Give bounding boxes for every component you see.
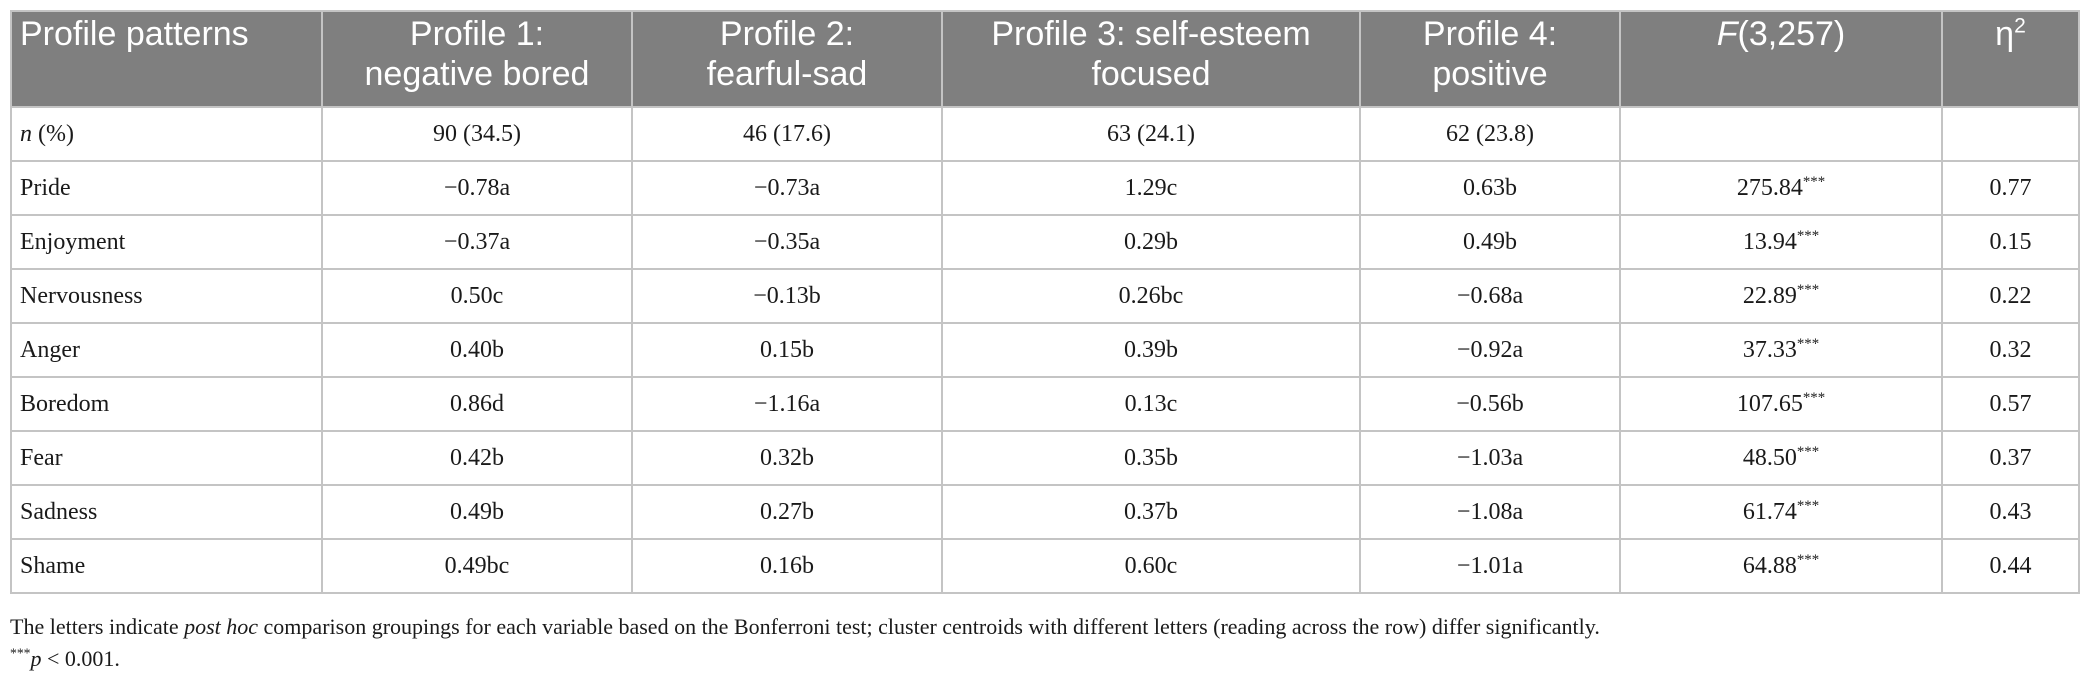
cell-f-value: 48.50*** bbox=[1619, 430, 1943, 486]
cell-f-value: 37.33*** bbox=[1619, 322, 1943, 378]
cell-profile-3: 0.29b bbox=[941, 214, 1361, 270]
cell-f-value: 64.88*** bbox=[1619, 538, 1943, 594]
table-row: Anger 0.40b 0.15b 0.39b −0.92a 37.33*** … bbox=[10, 322, 2080, 378]
cell-f-value: 275.84*** bbox=[1619, 160, 1943, 216]
cell-eta-value: 0.22 bbox=[1941, 268, 2080, 324]
cell-profile-2: 0.15b bbox=[631, 322, 943, 378]
cell-profile-3: 0.13c bbox=[941, 376, 1361, 432]
results-table-container: Profile patterns Profile 1: negative bore… bbox=[10, 10, 2080, 594]
cell-n-profile-3: 63 (24.1) bbox=[941, 106, 1361, 162]
header-row: Profile patterns Profile 1: negative bore… bbox=[10, 10, 2080, 108]
cell-profile-1: −0.37a bbox=[321, 214, 633, 270]
header-f-statistic: F(3,257) bbox=[1619, 10, 1943, 108]
cell-profile-3: 1.29c bbox=[941, 160, 1361, 216]
cell-profile-2: −1.16a bbox=[631, 376, 943, 432]
row-label: Fear bbox=[10, 430, 323, 486]
cell-profile-4: −1.01a bbox=[1359, 538, 1621, 594]
table-row: Fear 0.42b 0.32b 0.35b −1.03a 48.50*** 0… bbox=[10, 430, 2080, 486]
row-label: Nervousness bbox=[10, 268, 323, 324]
table-row: Boredom 0.86d −1.16a 0.13c −0.56b 107.65… bbox=[10, 376, 2080, 432]
row-label: Anger bbox=[10, 322, 323, 378]
cell-profile-3: 0.39b bbox=[941, 322, 1361, 378]
row-label: Sadness bbox=[10, 484, 323, 540]
cell-eta-value: 0.37 bbox=[1941, 430, 2080, 486]
row-label: Boredom bbox=[10, 376, 323, 432]
cell-eta-value: 0.15 bbox=[1941, 214, 2080, 270]
cell-n-profile-2: 46 (17.6) bbox=[631, 106, 943, 162]
cell-eta-value: 0.43 bbox=[1941, 484, 2080, 540]
cell-profile-3: 0.26bc bbox=[941, 268, 1361, 324]
row-label: Shame bbox=[10, 538, 323, 594]
cell-f-value: 13.94*** bbox=[1619, 214, 1943, 270]
cell-profile-1: 0.49bc bbox=[321, 538, 633, 594]
cell-profile-4: −0.92a bbox=[1359, 322, 1621, 378]
table-row: Pride −0.78a −0.73a 1.29c 0.63b 275.84**… bbox=[10, 160, 2080, 216]
cell-profile-2: 0.32b bbox=[631, 430, 943, 486]
cell-profile-4: −0.56b bbox=[1359, 376, 1621, 432]
cell-profile-2: 0.27b bbox=[631, 484, 943, 540]
table-row: Sadness 0.49b 0.27b 0.37b −1.08a 61.74**… bbox=[10, 484, 2080, 540]
cell-profile-2: −0.35a bbox=[631, 214, 943, 270]
cell-profile-2: −0.73a bbox=[631, 160, 943, 216]
profile-patterns-table: Profile patterns Profile 1: negative bore… bbox=[10, 10, 2080, 594]
cell-profile-4: −1.03a bbox=[1359, 430, 1621, 486]
cell-profile-2: −0.13b bbox=[631, 268, 943, 324]
cell-n-f bbox=[1619, 106, 1943, 162]
cell-f-value: 22.89*** bbox=[1619, 268, 1943, 324]
table-footnote-letters: The letters indicate post hoc comparison… bbox=[10, 614, 1600, 639]
cell-profile-3: 0.35b bbox=[941, 430, 1361, 486]
cell-f-value: 61.74*** bbox=[1619, 484, 1943, 540]
table-row-n: n (%) 90 (34.5) 46 (17.6) 63 (24.1) 62 (… bbox=[10, 106, 2080, 162]
row-label: Pride bbox=[10, 160, 323, 216]
cell-profile-1: 0.40b bbox=[321, 322, 633, 378]
cell-n-profile-1: 90 (34.5) bbox=[321, 106, 633, 162]
header-eta-squared: η2 bbox=[1941, 10, 2080, 108]
cell-profile-1: 0.49b bbox=[321, 484, 633, 540]
header-profile-1: Profile 1: negative bored bbox=[321, 10, 633, 108]
table-footnote-significance: ***p < 0.001. bbox=[10, 645, 120, 671]
header-profile-2: Profile 2: fearful-sad bbox=[631, 10, 943, 108]
cell-eta-value: 0.32 bbox=[1941, 322, 2080, 378]
cell-profile-1: −0.78a bbox=[321, 160, 633, 216]
table-row: Enjoyment −0.37a −0.35a 0.29b 0.49b 13.9… bbox=[10, 214, 2080, 270]
cell-profile-4: −0.68a bbox=[1359, 268, 1621, 324]
cell-f-value: 107.65*** bbox=[1619, 376, 1943, 432]
header-profile-3: Profile 3: self-esteem focused bbox=[941, 10, 1361, 108]
header-profile-4: Profile 4: positive bbox=[1359, 10, 1621, 108]
cell-profile-1: 0.50c bbox=[321, 268, 633, 324]
row-label: Enjoyment bbox=[10, 214, 323, 270]
cell-profile-4: −1.08a bbox=[1359, 484, 1621, 540]
cell-eta-value: 0.57 bbox=[1941, 376, 2080, 432]
cell-eta-value: 0.77 bbox=[1941, 160, 2080, 216]
cell-profile-2: 0.16b bbox=[631, 538, 943, 594]
table-row: Nervousness 0.50c −0.13b 0.26bc −0.68a 2… bbox=[10, 268, 2080, 324]
cell-n-eta bbox=[1941, 106, 2080, 162]
cell-profile-1: 0.42b bbox=[321, 430, 633, 486]
cell-profile-1: 0.86d bbox=[321, 376, 633, 432]
cell-profile-4: 0.63b bbox=[1359, 160, 1621, 216]
row-label-n: n (%) bbox=[10, 106, 323, 162]
header-profile-patterns: Profile patterns bbox=[10, 10, 323, 108]
cell-eta-value: 0.44 bbox=[1941, 538, 2080, 594]
cell-profile-3: 0.60c bbox=[941, 538, 1361, 594]
cell-n-profile-4: 62 (23.8) bbox=[1359, 106, 1621, 162]
table-row: Shame 0.49bc 0.16b 0.60c −1.01a 64.88***… bbox=[10, 538, 2080, 594]
cell-profile-4: 0.49b bbox=[1359, 214, 1621, 270]
cell-profile-3: 0.37b bbox=[941, 484, 1361, 540]
